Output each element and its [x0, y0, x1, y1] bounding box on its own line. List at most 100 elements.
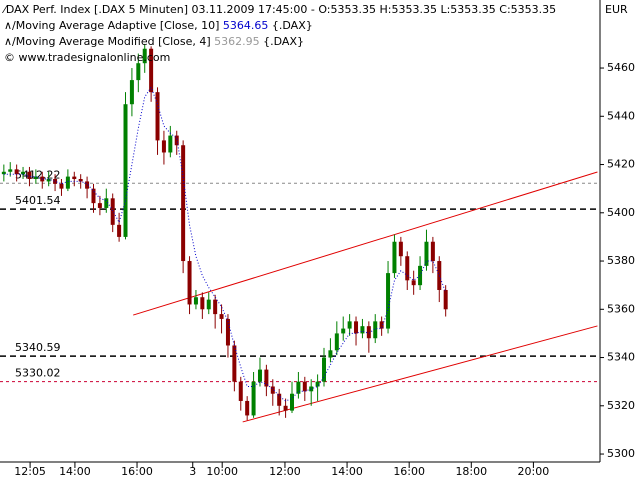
candle-body [200, 297, 205, 310]
x-tick-label: 16:00 [393, 465, 425, 478]
candle-body [225, 318, 230, 346]
candle-body [398, 241, 403, 257]
legend-value: 5364.65 [223, 19, 269, 32]
candle-body [142, 48, 147, 64]
candle-body [104, 198, 109, 208]
candle-body [341, 328, 346, 334]
legend-name: Moving Average Modified [Close, 4] [16, 35, 211, 48]
legend-source: {.DAX} [263, 35, 304, 48]
title-text: ⁄ [1, 3, 8, 16]
x-tick-label: 18:00 [455, 465, 487, 478]
candle-body [213, 299, 218, 315]
candle-body [379, 321, 384, 329]
candle-body [59, 183, 64, 189]
candle-body [277, 393, 282, 406]
candle-body [296, 381, 301, 394]
candle-body [302, 381, 307, 392]
candle-body [193, 297, 198, 305]
candle-body [206, 299, 211, 310]
y-tick-label: 5440 [607, 109, 635, 122]
candle-body [411, 280, 416, 286]
legend-value: 5362.95 [214, 35, 260, 48]
title-text: DAX Perf. Index [.DAX 5 Minuten] 03.11.2… [6, 3, 556, 16]
y-tick-label: 5400 [607, 206, 635, 219]
candle-body [392, 241, 397, 274]
channel-line [133, 171, 598, 316]
candle-body [78, 179, 83, 182]
candle-body [136, 63, 141, 81]
candle-body [181, 145, 186, 262]
legend: ⁄DAX Perf. Index [.DAX 5 Minuten] 03.11.… [1, 3, 556, 64]
legend-entry: ∧∕Moving Average Modified [Close, 4] 536… [4, 35, 304, 48]
candle-body [21, 171, 26, 175]
candle-body [174, 135, 179, 146]
candle-body [232, 345, 237, 382]
y-tick-label: 5320 [607, 399, 635, 412]
candle-body [72, 176, 77, 180]
candle-body [245, 400, 250, 416]
candle-body [129, 80, 134, 105]
moving-average-line [3, 86, 447, 402]
legend-source: {.DAX} [272, 19, 313, 32]
candle-body [251, 381, 256, 416]
candle-body [443, 289, 448, 310]
candle-body [430, 241, 435, 262]
candle-body [168, 135, 173, 153]
icon: ∧∕ [4, 19, 16, 32]
x-tick-label: 14:00 [331, 465, 363, 478]
candle-body [334, 333, 339, 351]
candle-body [264, 369, 269, 387]
copyright: © www.tradesignalonline.com [4, 51, 170, 64]
candle-body [1, 171, 6, 175]
level-label: 5401.54 [15, 194, 61, 207]
candle-body [14, 169, 19, 175]
candle-body [65, 176, 70, 189]
x-tick-label: 12:00 [269, 465, 301, 478]
chart-title: ⁄DAX Perf. Index [.DAX 5 Minuten] 03.11.… [1, 3, 556, 16]
candle-body [328, 350, 333, 358]
candle-body [123, 104, 128, 237]
candle-body [97, 203, 102, 208]
candle-body [53, 179, 58, 184]
level-label: 5340.59 [15, 341, 61, 354]
candle-body [270, 386, 275, 394]
candle-body [373, 321, 378, 339]
candle-body [360, 326, 365, 334]
candle-body [315, 381, 320, 387]
candle-body [289, 393, 294, 411]
y-tick-label: 5380 [607, 254, 635, 267]
candle-body [33, 176, 38, 180]
candle-body [366, 326, 371, 339]
candle-body [386, 273, 391, 329]
candle-body [149, 48, 154, 93]
candle-body [155, 92, 160, 141]
legend-entry: ∧∕Moving Average Adaptive [Close, 10] 53… [4, 19, 313, 32]
x-tick-label: 3 [189, 465, 196, 478]
candle-body [27, 171, 32, 180]
x-tick-label: 16:00 [121, 465, 153, 478]
y-tick-label: 5340 [607, 351, 635, 364]
candle-body [161, 140, 166, 153]
candle-body [46, 179, 51, 182]
x-tick-label: 10:00 [206, 465, 238, 478]
candle-body [322, 357, 327, 382]
unit-label: EUR [605, 3, 628, 16]
candle-body [91, 188, 96, 204]
y-tick-label: 5460 [607, 61, 635, 74]
channel-line [242, 325, 598, 423]
y-tick-label: 5360 [607, 302, 635, 315]
legend-name: Moving Average Adaptive [Close, 10] [16, 19, 220, 32]
candle-body [117, 224, 122, 237]
y-tick-label: 5300 [607, 447, 635, 460]
candle-body [238, 381, 243, 401]
candle-body [347, 321, 352, 329]
candle-body [8, 169, 13, 172]
candle-body [110, 198, 115, 225]
candle-body [405, 256, 410, 281]
candle-body [354, 321, 359, 334]
icon: ∧∕ [4, 35, 16, 48]
candle-body [424, 241, 429, 266]
x-tick-label: 20:00 [518, 465, 550, 478]
